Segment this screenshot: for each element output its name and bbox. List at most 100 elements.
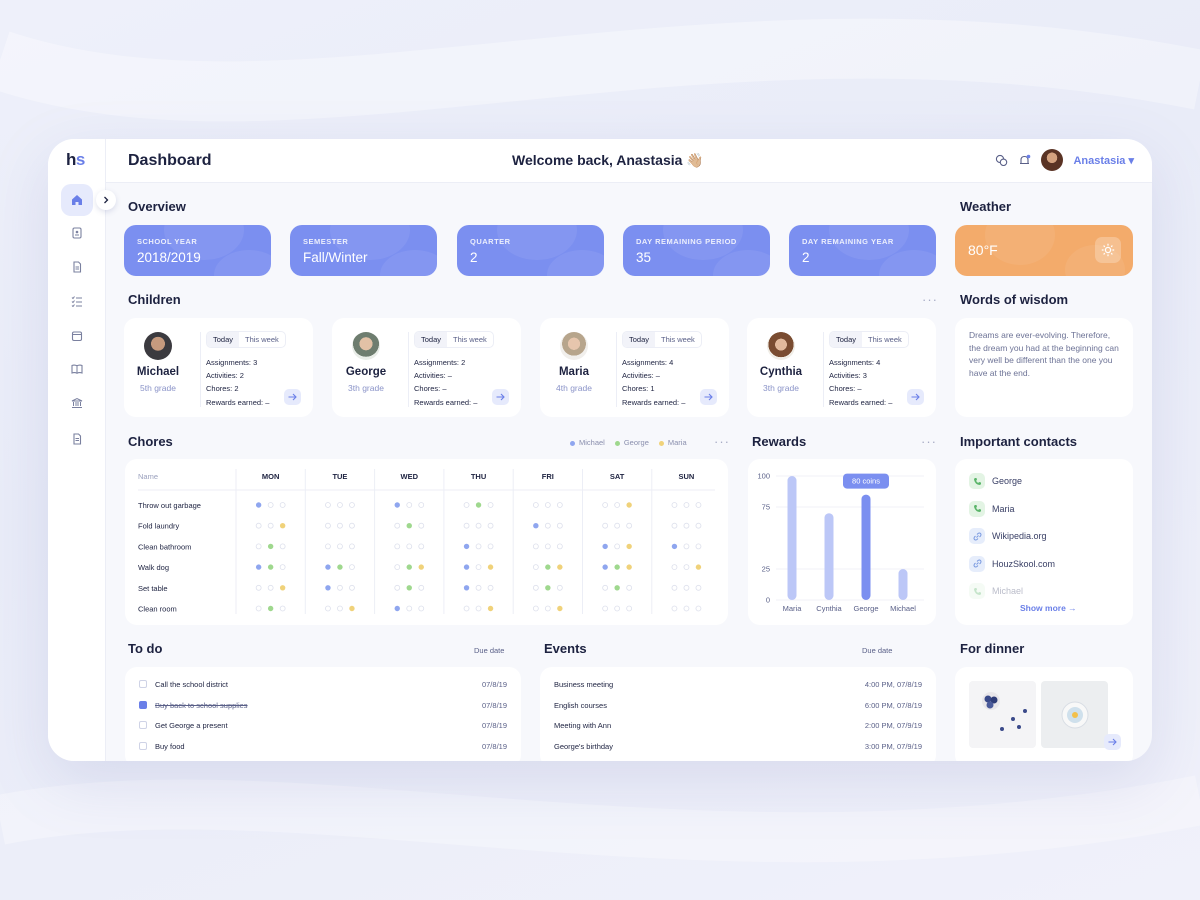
tab-this-week[interactable]: This week (868, 335, 902, 344)
y-tick-label: 25 (762, 565, 770, 574)
overview-stat-card[interactable]: DAY REMAINING YEAR 2 (789, 225, 936, 276)
overview-stat-card[interactable]: DAY REMAINING PERIOD 35 (623, 225, 770, 276)
contact-item[interactable]: Maria (969, 500, 1015, 517)
contact-icon-box (969, 473, 985, 489)
tab-this-week[interactable]: This week (661, 335, 695, 344)
chore-dot-empty (418, 502, 425, 508)
child-avatar[interactable] (767, 332, 795, 360)
chore-dot-empty (556, 502, 563, 508)
chore-dot-empty (683, 564, 690, 570)
nav-students[interactable] (61, 217, 93, 249)
chore-dot-done (267, 564, 274, 570)
todo-text: Buy back to school supplies (155, 700, 248, 710)
event-item[interactable]: Business meeting 4:00 PM, 07/8/19 (554, 680, 922, 689)
contact-item[interactable]: George (969, 473, 1022, 489)
event-text: Business meeting (554, 680, 614, 689)
child-details-button[interactable] (284, 389, 301, 405)
sidebar-expand-button[interactable] (96, 190, 116, 210)
arrow-right-icon (496, 393, 505, 401)
student-card-icon (72, 227, 82, 239)
chore-dot-empty (418, 543, 425, 550)
reward-bar[interactable] (861, 494, 871, 600)
event-item[interactable]: Meeting with Ann 2:00 PM, 07/9/19 (554, 721, 922, 730)
rewards-more-button[interactable]: ··· (921, 434, 937, 449)
nav-school[interactable] (61, 387, 93, 419)
chore-dot-empty (325, 522, 331, 529)
children-more-button[interactable]: ··· (922, 292, 938, 307)
overview-stat-card[interactable]: SEMESTER Fall/Winter (290, 225, 437, 276)
chat-icon[interactable] (995, 154, 1008, 167)
logo[interactable]: hs (66, 150, 85, 169)
child-avatar[interactable] (352, 332, 380, 360)
reward-bar[interactable] (898, 569, 908, 600)
chore-dot-empty (349, 584, 355, 591)
tab-today[interactable]: Today (415, 332, 448, 347)
child-grade: 3th grade (763, 383, 799, 393)
event-date: 2:00 PM, 07/9/19 (864, 721, 922, 731)
day-header: SAT (610, 472, 625, 481)
tab-this-week[interactable]: This week (453, 335, 487, 344)
chore-dot-empty (695, 522, 702, 529)
nav-library[interactable] (61, 353, 93, 385)
child-details-button[interactable] (700, 389, 717, 405)
chore-dot-done (325, 564, 331, 570)
todo-checkbox[interactable] (139, 700, 147, 709)
tab-today[interactable]: Today (207, 332, 240, 347)
chore-dot-done (487, 605, 494, 612)
chore-dot-empty (337, 543, 343, 550)
dinner-photo-blueberries[interactable] (969, 681, 1036, 748)
event-item[interactable]: George's birthday 3:00 PM, 07/9/19 (554, 742, 922, 751)
child-avatar[interactable] (144, 332, 172, 360)
nav-calendar[interactable] (61, 320, 93, 352)
chore-dot-empty (487, 522, 494, 529)
chore-dot-empty (683, 605, 690, 612)
chore-name: Fold laundry (138, 522, 180, 531)
tab-today[interactable]: Today (830, 332, 863, 347)
welcome-message: Welcome back, Anastasia 👋🏼 (512, 152, 704, 168)
link-icon (973, 559, 981, 568)
todo-checkbox[interactable] (139, 742, 147, 751)
overview-stat-card[interactable]: SCHOOL YEAR 2018/2019 (124, 225, 271, 276)
user-avatar[interactable] (1041, 149, 1064, 171)
child-details-button[interactable] (492, 389, 509, 405)
tooltip-box (843, 473, 889, 489)
event-text: Meeting with Ann (554, 721, 612, 731)
child-details-button[interactable] (907, 389, 924, 405)
dinner-next-button[interactable] (1104, 734, 1121, 750)
overview-stat-card[interactable]: QUARTER 2 (457, 225, 604, 276)
chore-dot-empty (463, 605, 470, 612)
contact-item[interactable]: HouzSkool.com (969, 555, 1055, 572)
reward-bar[interactable] (787, 476, 797, 600)
user-menu[interactable]: Anastasia ▾ (1073, 154, 1134, 167)
bell-icon[interactable] (1018, 154, 1031, 167)
todo-checkbox[interactable] (139, 680, 147, 688)
nav-notes[interactable] (61, 423, 93, 455)
events-card: Business meeting 4:00 PM, 07/8/19 English … (540, 667, 936, 761)
chore-dot-empty (544, 502, 551, 508)
event-item[interactable]: English courses 6:00 PM, 07/8/19 (554, 701, 922, 710)
dinner-card (955, 667, 1133, 761)
contact-item[interactable]: Wikipedia.org (969, 528, 1047, 544)
dinner-photo-drink[interactable] (1041, 681, 1108, 748)
chore-dot-done (602, 543, 608, 550)
chore-dot-empty (325, 543, 331, 550)
arrow-right-icon (1108, 738, 1117, 746)
chores-grid: Name MON TUE WED THU FRI SAT SUN Throw out garba… (138, 469, 715, 614)
chore-dot-empty (614, 605, 621, 612)
weather-card[interactable]: 80°F (955, 225, 1133, 276)
nav-tasks[interactable] (61, 285, 93, 317)
nav-documents[interactable] (61, 251, 93, 283)
nav-home[interactable] (61, 184, 93, 216)
contact-item[interactable]: Michael (969, 583, 1023, 599)
show-more-link[interactable]: Show more → (1020, 603, 1077, 613)
stat-label: DAY REMAINING YEAR (802, 237, 894, 246)
child-avatar[interactable] (560, 332, 588, 360)
chore-name: Set table (138, 584, 168, 593)
reward-bar[interactable] (824, 513, 834, 600)
chore-dot-empty (418, 605, 425, 612)
chores-more-button[interactable]: ··· (714, 434, 730, 449)
todo-checkbox[interactable] (139, 721, 147, 730)
tab-this-week[interactable]: This week (245, 335, 279, 344)
tab-today[interactable]: Today (623, 332, 656, 347)
child-assignments: Assignments: 4 (829, 358, 881, 367)
